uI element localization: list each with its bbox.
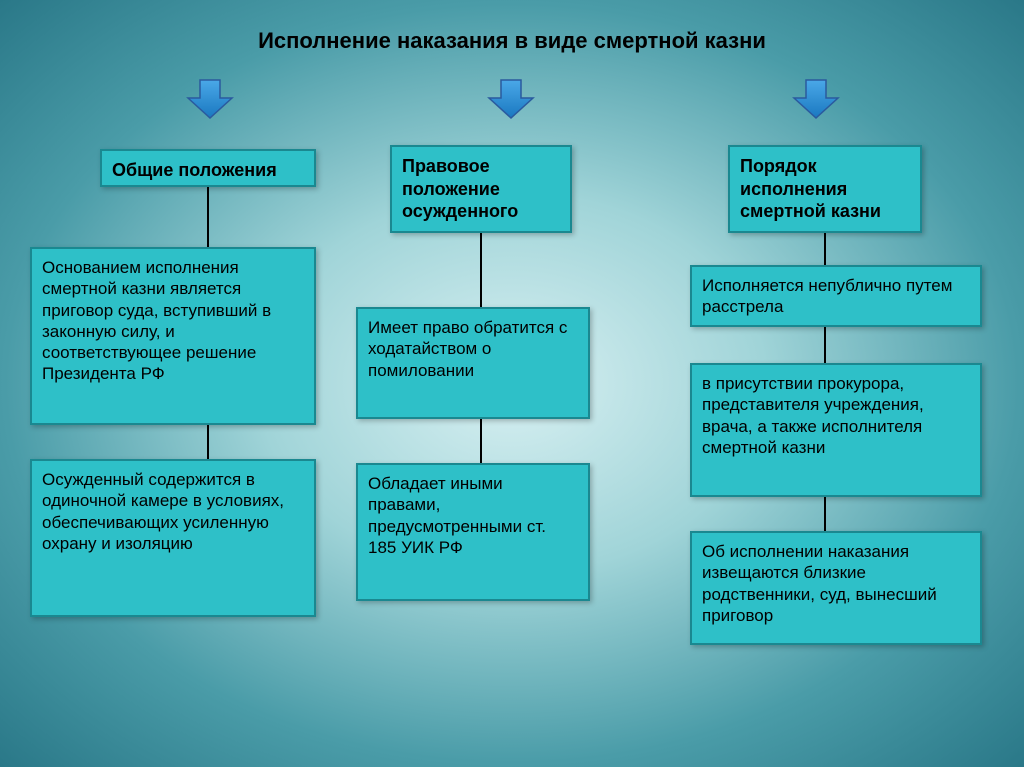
page-title: Исполнение наказания в виде смертной каз… <box>0 28 1024 54</box>
col3-box-1: Исполняется непублично путем расстрела <box>690 265 982 327</box>
connector-line <box>207 187 209 247</box>
col3-header: Порядок исполнения смертной казни <box>728 145 922 233</box>
col3-box-3: Об исполнении наказания извещаются близк… <box>690 531 982 645</box>
connector-line <box>207 425 209 459</box>
col1-header: Общие положения <box>100 149 316 187</box>
col2-header: Правовое положение осужденного <box>390 145 572 233</box>
arrow-down-1 <box>186 78 234 120</box>
col2-box-2: Обладает иными правами, предусмотренными… <box>356 463 590 601</box>
connector-line <box>824 327 826 363</box>
connector-line <box>480 233 482 307</box>
col3-box-2: в присутствии прокурора, представителя у… <box>690 363 982 497</box>
col2-box-1: Имеет право обратится с ходатайством о п… <box>356 307 590 419</box>
col1-box-1: Основанием исполнения смертной казни явл… <box>30 247 316 425</box>
arrow-down-3 <box>792 78 840 120</box>
connector-line <box>480 419 482 463</box>
connector-line <box>824 497 826 531</box>
connector-line <box>824 233 826 265</box>
arrow-down-2 <box>487 78 535 120</box>
col1-box-2: Осужденный содержится в одиночной камере… <box>30 459 316 617</box>
